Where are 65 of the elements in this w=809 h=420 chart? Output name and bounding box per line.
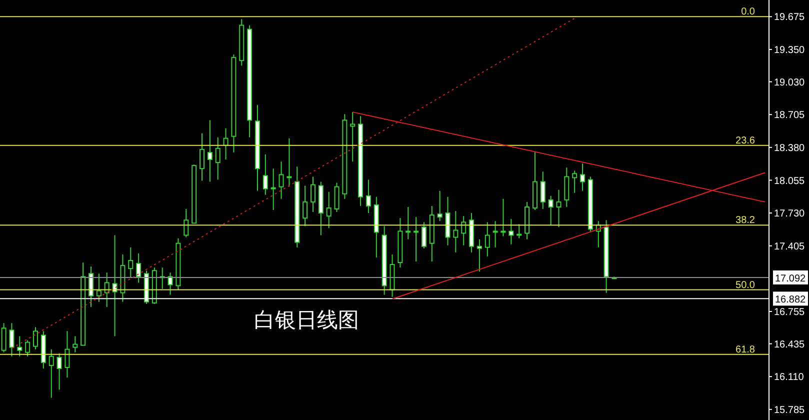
y-tick-label: 19.350 bbox=[774, 45, 806, 56]
ref-line-label: 17.092 bbox=[775, 273, 806, 284]
y-tick-label: 16.110 bbox=[774, 372, 804, 384]
candlestick bbox=[48, 348, 54, 398]
candlestick bbox=[350, 112, 356, 162]
candlestick bbox=[484, 222, 490, 257]
candlestick bbox=[286, 138, 292, 188]
candlestick bbox=[199, 132, 204, 182]
candlestick bbox=[326, 191, 332, 229]
candlestick bbox=[406, 206, 411, 240]
candlestick bbox=[96, 273, 102, 302]
candlestick bbox=[17, 336, 22, 357]
candlestick bbox=[136, 252, 142, 284]
ref-line-label: 16.882 bbox=[775, 294, 806, 306]
y-tick-label: 17.730 bbox=[774, 208, 806, 220]
y-tick-label: 17.405 bbox=[774, 241, 806, 252]
candlestick bbox=[310, 176, 316, 213]
candlestick bbox=[270, 168, 276, 210]
candlestick bbox=[215, 136, 220, 180]
candlestick bbox=[72, 336, 78, 353]
candlestick bbox=[184, 208, 189, 238]
candlestick bbox=[207, 120, 212, 182]
candlestick bbox=[580, 163, 586, 192]
candlestick bbox=[366, 179, 371, 214]
candlestick bbox=[476, 238, 482, 272]
y-tick-label: 19.675 bbox=[774, 12, 806, 24]
candlestick bbox=[421, 222, 426, 249]
y-tick-label: 18.705 bbox=[774, 110, 806, 122]
candlestick bbox=[128, 246, 134, 278]
candlestick bbox=[414, 216, 419, 262]
candlestick bbox=[33, 326, 38, 350]
y-tick-label: 18.380 bbox=[774, 142, 806, 154]
candlestick bbox=[572, 170, 578, 194]
candlestick bbox=[334, 182, 340, 213]
candlestick bbox=[64, 330, 70, 378]
y-tick-label: 16.755 bbox=[774, 307, 806, 318]
y-tick-label: 18.055 bbox=[774, 176, 806, 187]
annotation: 61.8 bbox=[736, 344, 756, 356]
candlestick bbox=[302, 185, 308, 227]
candlestick bbox=[453, 210, 458, 253]
annotation: 0.0 bbox=[741, 6, 756, 18]
candlestick bbox=[56, 352, 62, 390]
candlestick bbox=[278, 161, 284, 200]
candlestick bbox=[262, 154, 268, 196]
candlestick bbox=[540, 171, 546, 210]
annotation: 38.2 bbox=[736, 215, 756, 226]
candlestick bbox=[9, 322, 14, 357]
candlestick bbox=[516, 224, 522, 239]
y-tick-label: 15.785 bbox=[774, 404, 806, 416]
candlestick bbox=[500, 198, 506, 237]
annotation: 23.6 bbox=[736, 135, 756, 146]
y-tick-label: 16.435 bbox=[774, 339, 806, 350]
candlestick bbox=[564, 167, 570, 208]
candlestick bbox=[492, 220, 498, 248]
y-tick-label: 19.030 bbox=[774, 77, 806, 88]
candlestick bbox=[508, 218, 514, 245]
candlestick bbox=[25, 340, 30, 357]
candlestick bbox=[168, 272, 173, 296]
candlestick bbox=[104, 272, 110, 308]
annotation: 50.0 bbox=[736, 280, 756, 291]
text: 白银日线图 bbox=[254, 307, 359, 334]
candlestick bbox=[556, 189, 562, 228]
candlestick bbox=[548, 195, 554, 226]
candlestick bbox=[437, 190, 442, 222]
candlestick bbox=[461, 216, 466, 246]
